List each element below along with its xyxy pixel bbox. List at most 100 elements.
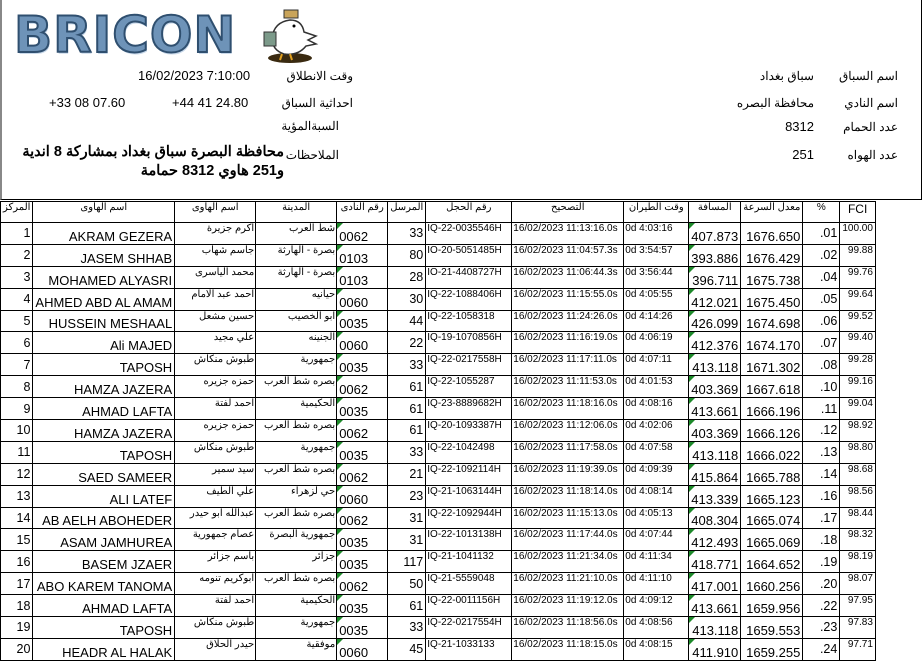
comment-marker-icon — [337, 617, 344, 624]
cell-fci: 98.56 — [839, 484, 876, 508]
clock-time-value: 16/02/2023 11:18:16.0s — [513, 398, 618, 410]
city-value: جمهورية — [300, 617, 336, 629]
club-no-value: 0060 — [339, 294, 369, 310]
fancier-name-ar-value: حسين مشعل — [199, 310, 255, 322]
cell-distance: 407.873 — [688, 222, 742, 245]
fancier-name-en-value: AHMED ABD AL AMAM — [35, 294, 173, 310]
cell-club-no: 0062 — [336, 462, 389, 486]
cell-club-no: 0060 — [336, 484, 389, 508]
speed-value: 1665.788 — [746, 469, 801, 485]
table-row[interactable]: 17 ABO KAREM TANOMA ابوكريم تنومه بصره شط ا… — [0, 572, 876, 596]
table-row[interactable]: 4 AHMED ABD AL AMAM احمد عبد الامام حيانيه 0… — [0, 287, 876, 311]
table-row[interactable]: 6 Ali MAJED علي مجيد الجنينه 0060 22 IQ-19-107… — [0, 331, 876, 355]
cell-percent: .22 — [802, 594, 841, 618]
distance-value: 403.369 — [691, 382, 739, 398]
table-row[interactable]: 2 JASEM SHHAB جاسم شهاب بصرة - الهارثة 0103 8… — [0, 243, 876, 267]
fancier-name-ar-value: طبوش منكاش — [193, 354, 255, 366]
results-table: المركز اسم الهاوى اسم الهاوى المدينة رقم الن… — [0, 201, 876, 661]
cell-fci: 98.68 — [839, 462, 876, 486]
table-row[interactable]: 20 HEADR AL HALAK حيدر الحلاق موفقية 0060 45 I… — [0, 637, 876, 661]
coord-lat-value: +44 41 24.80 — [172, 95, 249, 110]
cell-distance: 413.339 — [688, 484, 742, 508]
distance-value: 396.711 — [692, 272, 739, 288]
city-value: ابو الخصيب — [287, 310, 336, 322]
cell-sent: 33 — [387, 222, 427, 245]
fancier-name-ar-value: احمد لفتة — [214, 398, 255, 410]
table-row[interactable]: 7 TAPOSH طبوش منكاش جمهورية 0035 33 IQ-22-0217… — [0, 353, 876, 377]
cell-ring-no: IQ-22-1055287 — [425, 375, 513, 399]
club-no-value: 0062 — [339, 425, 369, 441]
club-no-value: 0062 — [339, 382, 369, 398]
city-value: جمهورية البصرة — [269, 529, 336, 541]
speed-value: 1676.650 — [746, 228, 801, 244]
table-row[interactable]: 10 HAMZA JAZERA حمزه جزيره بصره شط العرب 006… — [0, 419, 876, 442]
rank-value: 6 — [23, 335, 31, 350]
clock-time-value: 16/02/2023 11:16:19.0s — [513, 332, 618, 344]
cell-percent: .06 — [802, 309, 841, 333]
cell-fancier-name-en: JASEM SHHAB — [32, 243, 176, 267]
table-row[interactable]: 15 ASAM JAMHUREA عصام جمهورية جمهورية البصر… — [0, 528, 876, 552]
cell-sent: 33 — [387, 616, 427, 639]
comment-marker-icon — [689, 311, 696, 317]
percentage-label: السبةالمؤية — [281, 119, 339, 133]
clock-time-value: 16/02/2023 11:18:56.0s — [513, 617, 618, 629]
cell-clock-time: 16/02/2023 11:21:34.0s — [511, 550, 625, 574]
ring-no-value: IQ-21-1033133 — [427, 638, 495, 650]
cell-distance: 413.118 — [688, 440, 742, 464]
cell-clock-time: 16/02/2023 11:17:11.0s — [511, 353, 625, 377]
clock-time-value: 16/02/2023 11:11:53.0s — [513, 376, 617, 388]
cell-city: الحكيمية — [255, 594, 338, 618]
table-row[interactable]: 8 HAMZA JAZERA حمزه جزيره بصره شط العرب 0062… — [0, 375, 876, 399]
cell-club-no: 0062 — [336, 506, 389, 530]
city-value: شط العرب — [288, 223, 336, 234]
rank-value: 1 — [23, 226, 31, 241]
table-row[interactable]: 3 MOHAMED ALYASRI محمد الياسرى بصرة - الهار… — [0, 265, 876, 289]
cell-flight-time: 0d 4:05:13 — [623, 506, 690, 530]
rank-value: 16 — [16, 554, 31, 569]
comment-marker-icon — [337, 595, 344, 602]
table-row[interactable]: 14 AB AELH ABOHEDER عبدالله ابو حيدر بصره ش… — [0, 506, 876, 530]
cell-club-no: 0060 — [336, 637, 389, 661]
cell-fancier-name-ar: علي الطيف — [174, 484, 257, 508]
fancier-name-en-value: ABO KAREM TANOMA — [36, 579, 173, 595]
distance-value: 413.118 — [692, 622, 739, 638]
fancier-name-en-value: TAPOSH — [119, 447, 173, 463]
table-row[interactable]: 5 HUSSEIN MESHAAL حسين مشعل ابو الخصيب 0035 4… — [0, 309, 876, 333]
table-row[interactable]: 1 AKRAM GEZERA اكرم جزيرة شط العرب 0062 33 IQ-… — [0, 222, 876, 245]
cell-flight-time: 0d 3:56:44 — [623, 265, 690, 289]
cell-fci: 98.44 — [839, 506, 876, 530]
city-value: بصرة - الهارثة — [277, 244, 336, 256]
table-row[interactable]: 11 TAPOSH طبوش منكاش جمهورية 0035 33 IQ-22-104… — [0, 440, 876, 464]
comment-marker-icon — [337, 398, 344, 405]
cell-ring-no: IO-22-1013138H — [425, 528, 513, 552]
cell-ring-no: IQ-22-1092114H — [425, 462, 513, 486]
table-row[interactable]: 16 BASEM JZAER باسم جزائر جزائر 0035 117 IQ-21… — [0, 550, 876, 574]
distance-value: 426.099 — [691, 316, 739, 332]
city-value: بصره شط العرب — [263, 463, 336, 475]
fancier-name-en-value: BASEM JZAER — [81, 557, 173, 573]
table-row[interactable]: 13 ALI LATEF علي الطيف حي لزهراء 0060 23 IQ-21… — [0, 484, 876, 508]
fancier-name-ar-value: طبوش منكاش — [193, 441, 255, 453]
flight-time-value: 0d 4:02:06 — [625, 420, 673, 432]
table-row[interactable]: 9 AHMAD LAFTA احمد لفتة الحكيمية 0035 61 IQ-23… — [0, 397, 876, 421]
cell-fancier-name-ar: طبوش منكاش — [174, 353, 257, 377]
table-row[interactable]: 19 TAPOSH طبوش منكاش جمهورية 0035 33 IQ-22-021… — [0, 616, 876, 639]
club-no-value: 0060 — [339, 491, 369, 507]
speed-value: 1664.652 — [746, 557, 801, 573]
cell-fancier-name-en: AHMAD LAFTA — [32, 397, 176, 421]
cell-percent: .24 — [802, 637, 841, 661]
rank-value: 9 — [23, 401, 31, 416]
comment-marker-icon — [689, 223, 696, 229]
table-row[interactable]: 12 SAED SAMEER سيد سمير بصره شط العرب 0062 21… — [0, 462, 876, 486]
city-value: حيانيه — [311, 288, 336, 300]
fci-value: 98.44 — [847, 507, 873, 519]
sent-value: 21 — [409, 467, 424, 482]
flight-time-value: 0d 4:07:11 — [625, 354, 672, 366]
cell-city: جمهورية — [255, 440, 338, 464]
rank-value: 5 — [23, 314, 31, 328]
cell-rank: 2 — [0, 243, 34, 267]
table-row[interactable]: 18 AHMAD LAFTA احمد لفتة الحكيمية 0035 61 IQ-2… — [0, 594, 876, 618]
distance-value: 408.304 — [691, 513, 739, 529]
cell-fci: 97.83 — [839, 616, 876, 639]
cell-fancier-name-ar: حيدر الحلاق — [174, 637, 257, 661]
